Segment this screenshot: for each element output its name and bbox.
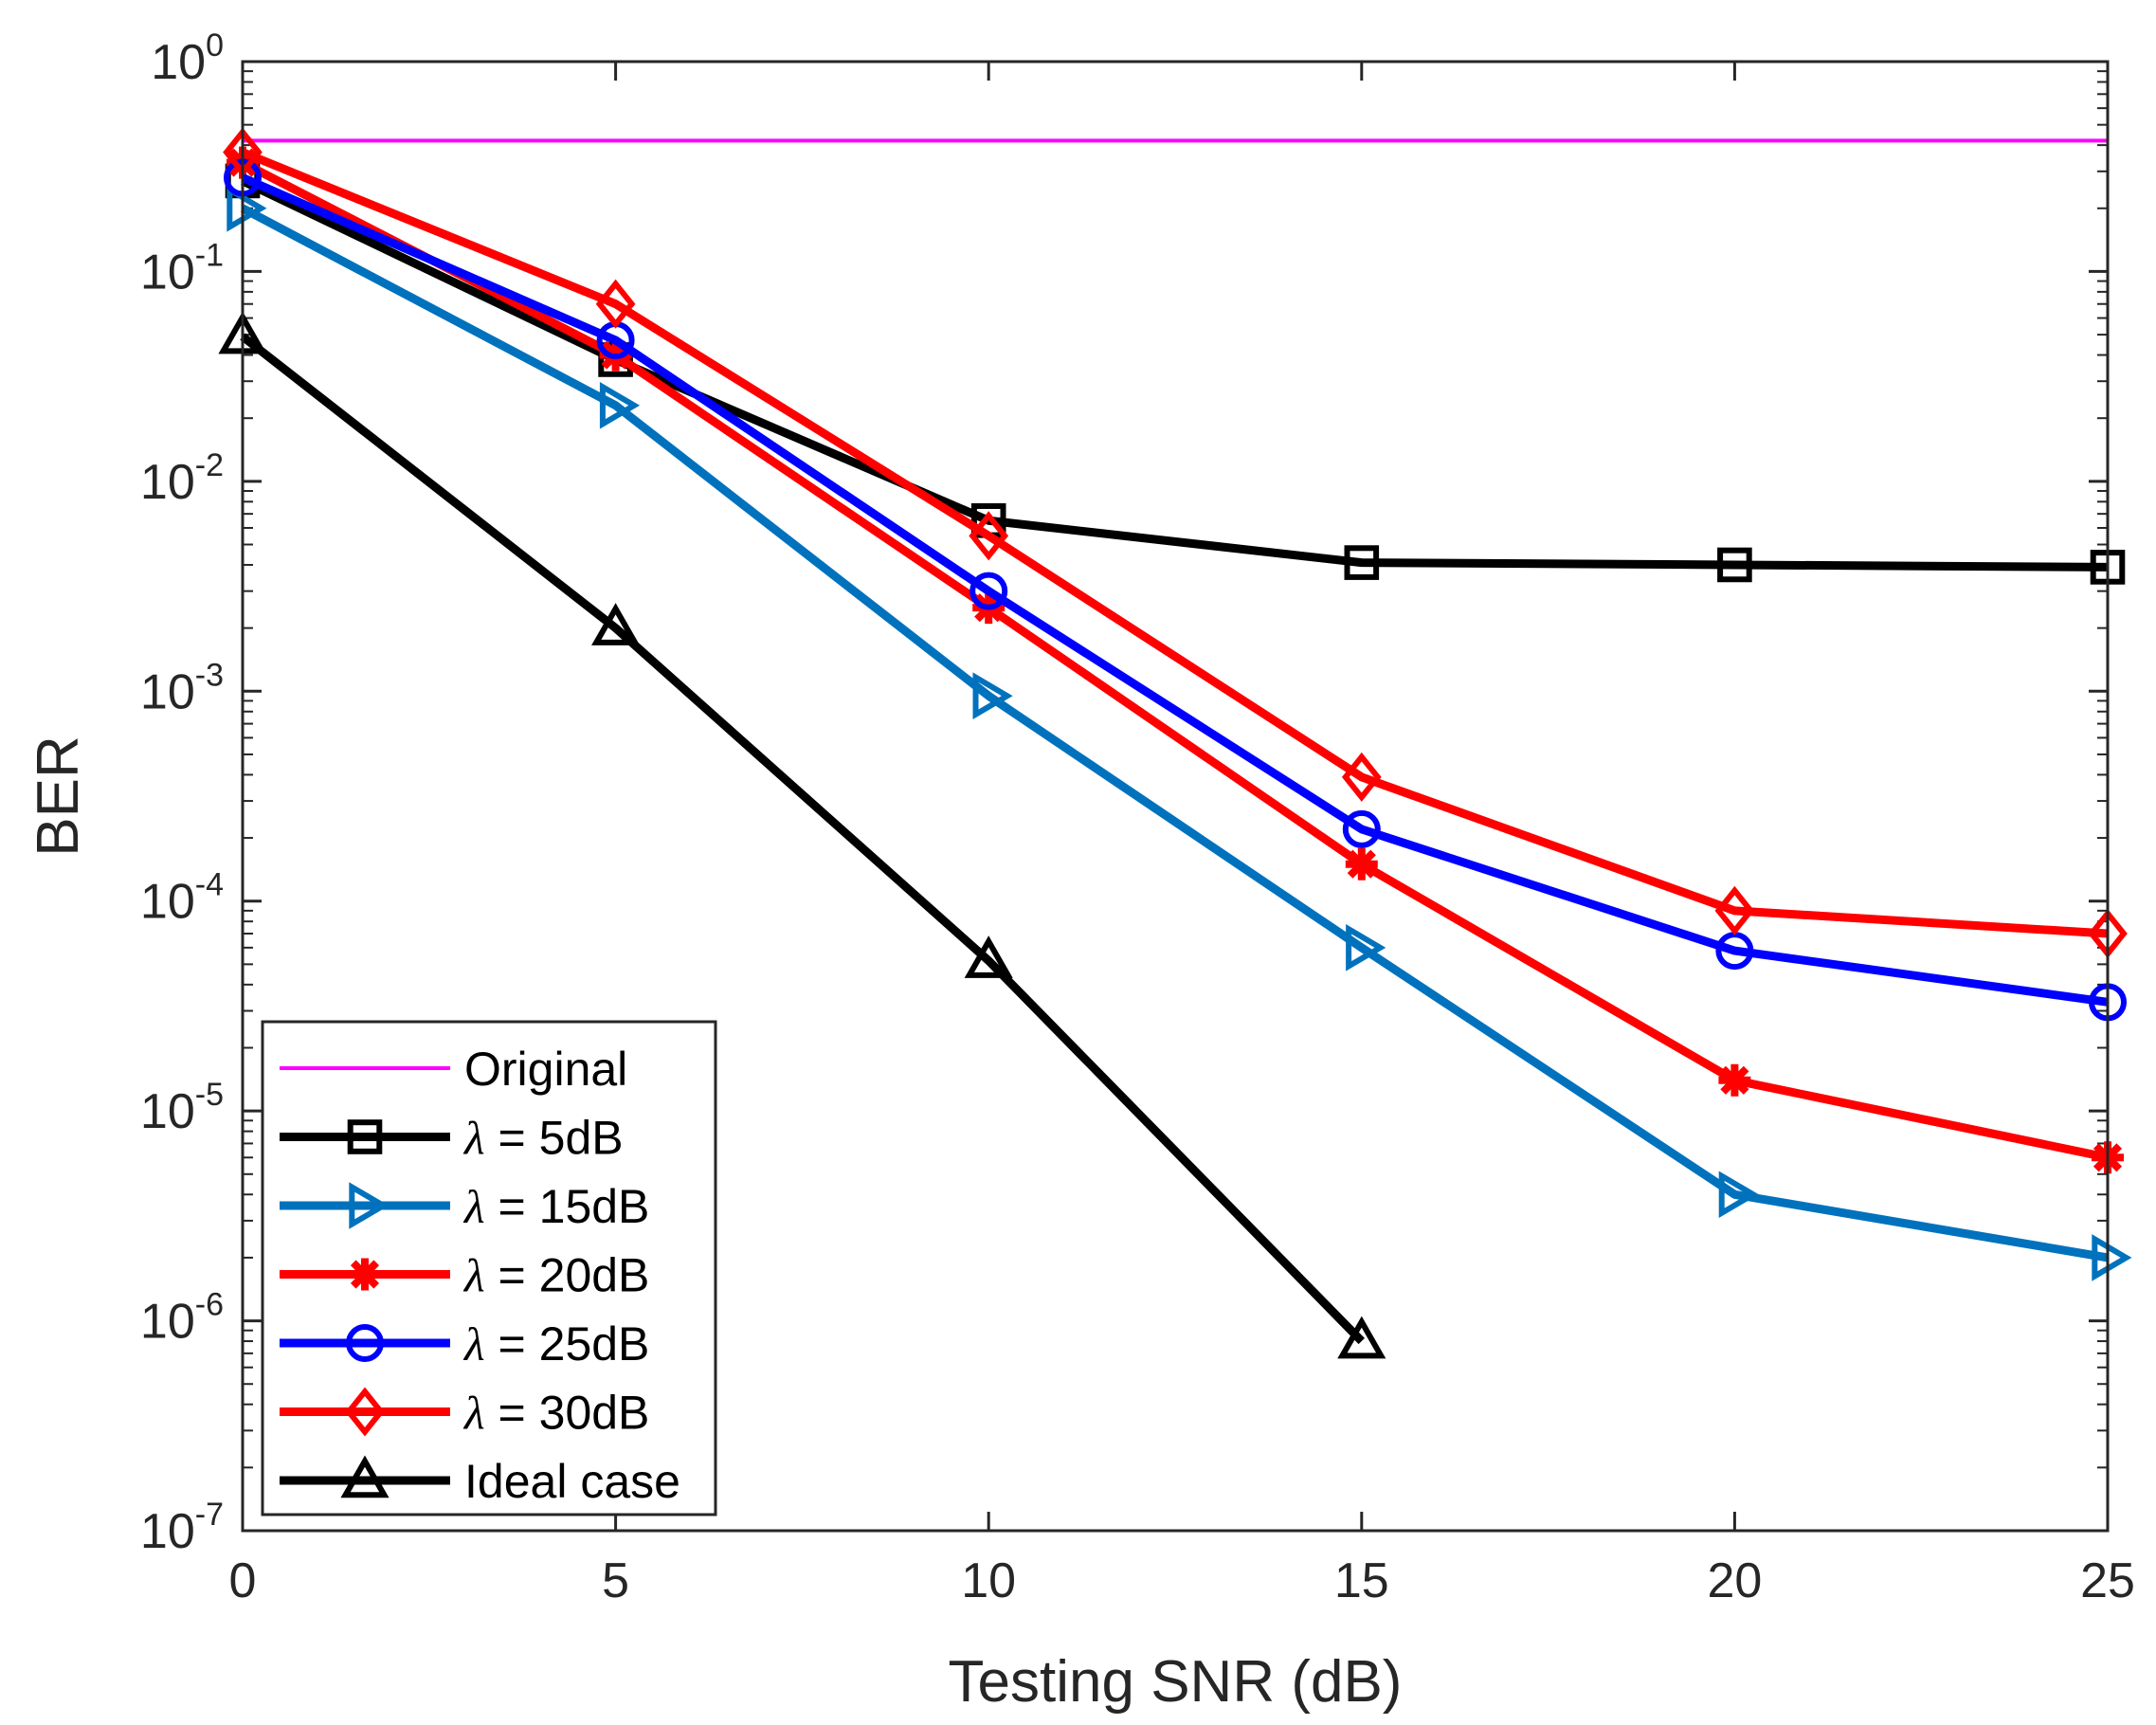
- series-line: [241, 173, 2109, 1007]
- data-point: [2092, 1234, 2132, 1281]
- series-line: [240, 204, 2109, 1262]
- y-tick-label: 100: [151, 27, 224, 90]
- data-point: [1714, 885, 1755, 935]
- data-point: [969, 511, 1009, 561]
- x-axis-label: Testing SNR (dB): [949, 1649, 1403, 1715]
- series-lambda-15db: [226, 184, 2132, 1281]
- data-point: [1718, 1171, 1759, 1219]
- legend-marker: [346, 1324, 384, 1362]
- legend-lambda: λ: [462, 1387, 485, 1440]
- x-tick-label: 15: [1334, 1553, 1389, 1608]
- series-line: [241, 148, 2109, 938]
- legend-item: λ = 25dB: [280, 1317, 649, 1371]
- legend-label-rest: = 25dB: [485, 1317, 650, 1371]
- y-tick-base: 10: [140, 1504, 195, 1559]
- legend-item: λ = 30dB: [280, 1387, 649, 1440]
- legend-marker: [349, 1258, 381, 1291]
- axis-ticks: 0 5 10 15 20 2510010-110-210-310-410-510-610-…: [140, 27, 2135, 1608]
- y-tick-exponent: -4: [195, 867, 224, 903]
- legend-label: λ = 25dB: [462, 1317, 649, 1371]
- data-point: [591, 603, 641, 645]
- y-axis-label: BER: [26, 735, 91, 856]
- legend-label-rest: = 30dB: [485, 1387, 650, 1440]
- legend-label: Ideal case: [464, 1455, 680, 1508]
- legend-marker: [347, 1119, 383, 1154]
- x-tick-label: 0: [229, 1553, 257, 1608]
- y-tick-label: 10-5: [140, 1077, 224, 1139]
- series-line: [241, 176, 2109, 572]
- y-tick-label: 10-4: [140, 867, 224, 930]
- axes-box: [241, 60, 2110, 1533]
- data-point: [226, 184, 267, 232]
- y-tick-label: 10-2: [140, 447, 224, 510]
- y-tick-label: 10-3: [140, 657, 224, 719]
- y-tick-exponent: -3: [195, 657, 224, 693]
- data-point: [1341, 752, 1382, 802]
- y-tick-base: 10: [140, 1084, 195, 1139]
- y-tick-exponent: -1: [195, 237, 224, 273]
- x-tick-label: 5: [602, 1553, 629, 1608]
- data-point: [1345, 847, 1378, 881]
- y-tick-base: 10: [140, 664, 195, 719]
- legend-marker: [345, 1387, 385, 1437]
- legend-label-rest: = 15dB: [485, 1180, 650, 1233]
- x-tick-label: 25: [2080, 1553, 2135, 1608]
- legend-label-rest: = 20dB: [485, 1249, 650, 1302]
- data-point: [964, 935, 1013, 978]
- series-line: [240, 158, 2109, 1162]
- legend-item: λ = 5dB: [280, 1112, 624, 1165]
- legend-item: Ideal case: [280, 1455, 680, 1508]
- data-point: [1718, 1063, 1751, 1097]
- series-lambda-25db: [224, 158, 2127, 1022]
- legend-label: λ = 5dB: [462, 1112, 624, 1165]
- y-tick-base: 10: [151, 35, 206, 90]
- asterisk-stroke: [1720, 1065, 1749, 1095]
- series-line: [240, 333, 1366, 1345]
- y-tick-label: 10-7: [140, 1497, 224, 1559]
- legend-lambda: λ: [462, 1317, 485, 1371]
- data-point: [1346, 924, 1386, 971]
- y-tick-label: 10-1: [140, 237, 224, 300]
- legend-marker: [349, 1182, 390, 1229]
- data-point: [599, 381, 641, 429]
- data-point: [1337, 1316, 1386, 1359]
- x-tick-label: 10: [961, 1553, 1016, 1608]
- data-point: [972, 672, 1013, 720]
- asterisk-stroke: [1347, 849, 1376, 879]
- legend-box: [261, 1020, 717, 1516]
- y-tick-label: 10-6: [140, 1287, 224, 1350]
- y-tick-exponent: -5: [195, 1077, 224, 1113]
- y-tick-base: 10: [140, 455, 195, 510]
- data-point: [1342, 809, 1381, 848]
- y-tick-base: 10: [140, 875, 195, 930]
- asterisk-stroke: [350, 1260, 380, 1289]
- y-tick-exponent: -7: [195, 1497, 224, 1533]
- legend-item: λ = 15dB: [280, 1180, 649, 1233]
- legend-lambda: λ: [462, 1180, 485, 1233]
- legend-item: Original: [280, 1043, 627, 1096]
- legend-label: λ = 20dB: [462, 1249, 649, 1302]
- legend-item: λ = 20dB: [280, 1249, 649, 1302]
- y-tick-exponent: -2: [195, 447, 224, 483]
- legend-label-rest: = 5dB: [485, 1112, 624, 1165]
- legend-label: Original: [464, 1043, 627, 1096]
- legend-label: λ = 30dB: [462, 1387, 649, 1440]
- data-point: [1717, 547, 1752, 583]
- y-tick-exponent: -6: [195, 1287, 224, 1323]
- legend-lambda: λ: [462, 1249, 485, 1302]
- data-point: [595, 279, 636, 329]
- y-tick-exponent: 0: [206, 27, 224, 64]
- legend-lambda: λ: [462, 1112, 485, 1165]
- data-point: [1344, 545, 1380, 580]
- y-tick-base: 10: [140, 1295, 195, 1350]
- legend-label: λ = 15dB: [462, 1180, 649, 1233]
- y-tick-base: 10: [140, 245, 195, 300]
- series-layer: [218, 127, 2132, 1359]
- data-point: [969, 572, 1008, 610]
- legend-marker: [340, 1455, 390, 1498]
- x-tick-label: 20: [1707, 1553, 1762, 1608]
